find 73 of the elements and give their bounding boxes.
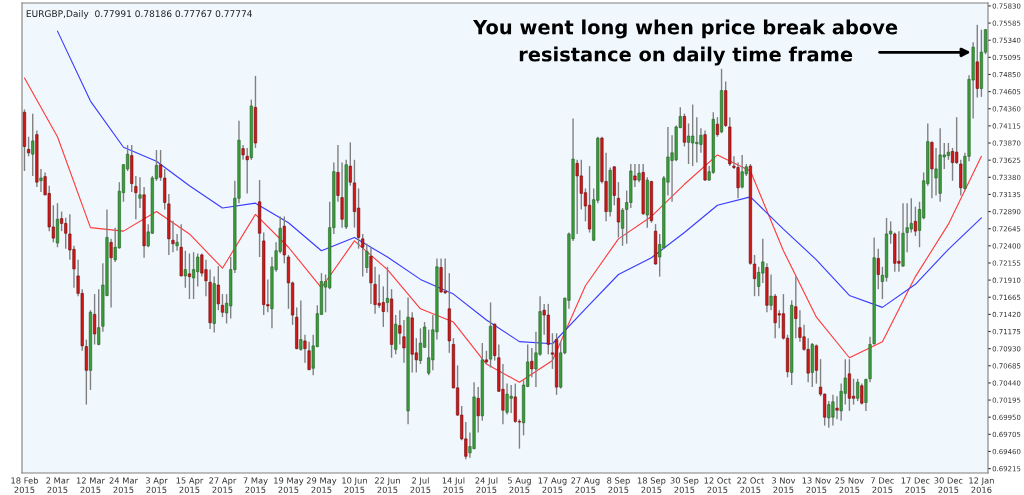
candlestick — [27, 136, 31, 158]
x-tick-label: 18 Feb 2015 — [11, 477, 39, 493]
candlestick — [950, 147, 955, 182]
annotation: You went long when price break above resistance on daily time frame — [472, 19, 898, 66]
candlestick — [418, 327, 422, 365]
candlestick — [686, 122, 691, 165]
candlestick — [245, 147, 249, 195]
candlestick — [55, 202, 60, 248]
x-tick-label: 27 Aug 2015 — [571, 477, 600, 493]
x-tick-label: 22 Jun 2015 — [374, 477, 400, 493]
x-tick-label: 8 Sep 2015 — [607, 477, 630, 493]
candlestick — [695, 116, 699, 164]
x-tick-label: 12 Oct 2015 — [704, 477, 732, 493]
x-tick-label: 18 Sep 2015 — [637, 477, 666, 493]
candlestick — [835, 395, 839, 420]
candlestick — [699, 127, 703, 154]
candlestick — [187, 252, 192, 300]
x-tick-label: 2 Jul 2015 — [410, 477, 431, 493]
candlestick — [509, 384, 513, 414]
candlestick — [476, 386, 480, 434]
candlestick — [897, 230, 901, 273]
candlestick — [385, 266, 390, 313]
x-tick-label: 27 Apr 2015 — [209, 477, 237, 493]
candlestick — [856, 378, 860, 402]
candlestick — [620, 207, 625, 247]
x-tick-label: 12 Mar 2015 — [76, 477, 105, 493]
x-tick-label: 2 Mar 2015 — [46, 477, 70, 493]
x-tick-label: 30 Sep 2015 — [670, 477, 699, 493]
x-tick-label: 17 Dec 2015 — [901, 477, 930, 493]
candlestick — [633, 163, 637, 188]
candlestick — [794, 275, 798, 339]
x-tick-label: 22 Oct 2015 — [737, 477, 765, 493]
candlestick — [220, 293, 225, 318]
x-tick-label: 3 Apr 2015 — [145, 477, 168, 493]
candlestick — [637, 163, 641, 183]
candlestick — [39, 168, 43, 193]
x-tick-label: 29 May 2015 — [306, 477, 337, 493]
candlestick — [575, 159, 579, 235]
candlestick — [93, 293, 97, 346]
candlestick — [715, 116, 719, 138]
candlestick — [192, 251, 196, 300]
x-tick-label: 24 Jul 2015 — [475, 477, 498, 493]
candlestick — [934, 147, 938, 197]
candlestick — [31, 112, 35, 177]
x-tick-label: 19 May 2015 — [274, 477, 304, 493]
candlestick — [616, 181, 620, 239]
candlestick — [831, 394, 835, 427]
line-series — [23, 77, 982, 383]
x-tick-label: 10 Jun 2015 — [342, 477, 367, 493]
x-tick-label: 3 Nov 2015 — [771, 477, 796, 493]
x-tick-label: 12 Jan 2016 — [969, 477, 994, 493]
x-tick-label: 7 Dec 2015 — [871, 477, 894, 493]
x-tick-label: 24 Mar 2015 — [109, 477, 138, 493]
candlestick — [183, 250, 187, 289]
candlestick — [691, 103, 695, 167]
candlestick — [216, 265, 220, 311]
x-tick-label: 7 May 2015 — [243, 477, 268, 493]
candlestick — [876, 247, 880, 290]
annotation: EURGBP,Daily 0.77991 0.78186 0.77767 0.77774 — [26, 10, 252, 19]
candlestick — [530, 347, 534, 379]
x-tick-label: 30 Dec 2015 — [934, 477, 963, 493]
candlestick — [588, 165, 592, 234]
x-tick-label: 5 Aug 2015 — [507, 477, 531, 493]
candlestick — [769, 273, 773, 311]
x-tick-label: 25 Nov 2015 — [835, 477, 864, 493]
x-tick-label: 13 Nov 2015 — [802, 477, 831, 493]
x-tick-label: 14 Jul 2015 — [442, 477, 465, 493]
x-tick-label: 15 Apr 2015 — [176, 477, 204, 493]
candlestick — [109, 238, 113, 309]
x-tick-label: 17 Aug 2015 — [538, 477, 567, 493]
candlestick — [443, 257, 447, 295]
candlestick — [196, 252, 200, 288]
candlestick — [740, 154, 744, 190]
